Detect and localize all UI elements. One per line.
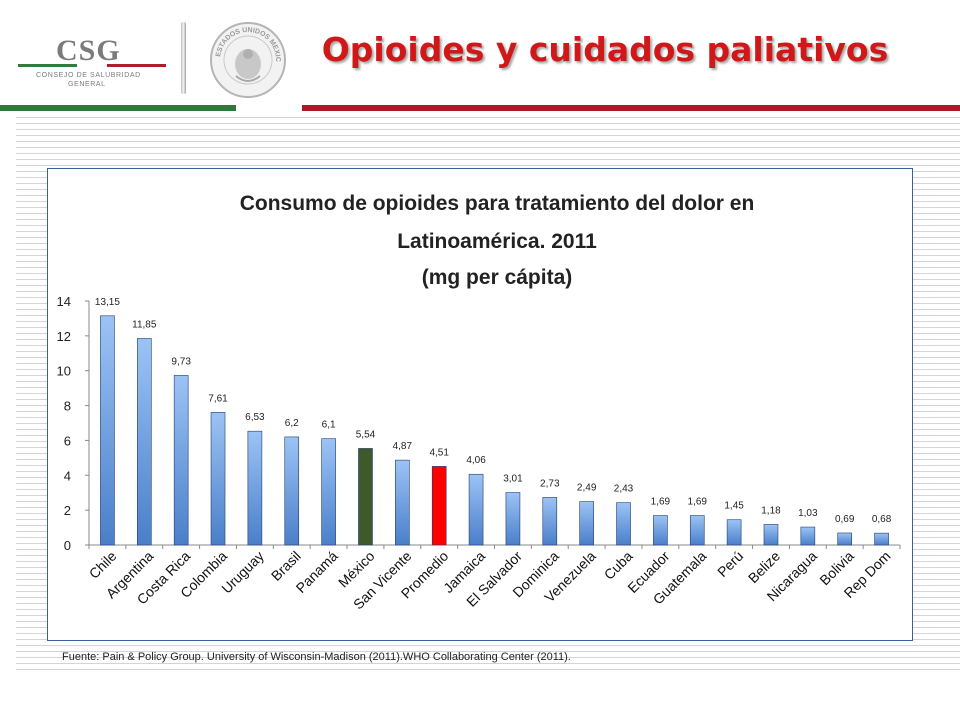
bar: [763, 524, 779, 546]
bar: [800, 526, 816, 546]
bar: [173, 375, 189, 546]
x-category-label: Panamá: [293, 548, 341, 596]
data-label: 4,06: [466, 455, 486, 466]
data-label: 13,15: [95, 297, 120, 308]
bar: [505, 492, 521, 546]
data-label: 6,2: [285, 418, 299, 429]
bar: [579, 501, 594, 546]
data-label: 9,73: [171, 356, 191, 367]
chart-title-line-3: (mg per cápita): [422, 266, 573, 289]
csg-logo-line: [18, 64, 166, 67]
y-tick-label: 12: [57, 329, 71, 344]
bar: [210, 412, 226, 546]
data-label: 7,61: [208, 393, 228, 404]
chart-title-line-2: Latinoamérica. 2011: [397, 230, 597, 253]
data-label: 4,87: [393, 441, 413, 452]
bar: [395, 459, 410, 546]
bar: [689, 515, 705, 546]
y-tick-label: 6: [64, 433, 71, 448]
data-label: 1,18: [761, 505, 781, 516]
header-band-green: [0, 105, 236, 111]
bar: [837, 532, 853, 546]
bar: [284, 436, 300, 546]
data-label: 2,49: [577, 483, 597, 494]
data-label: 6,53: [245, 412, 265, 423]
data-label: 0,69: [835, 514, 855, 525]
header-divider: [181, 22, 186, 94]
x-category-label: Chile: [86, 548, 120, 582]
y-tick-label: 0: [64, 538, 71, 553]
data-label: 1,69: [651, 497, 671, 508]
bar: [358, 448, 373, 546]
data-label: 1,03: [798, 508, 818, 519]
data-label: 3,01: [503, 474, 523, 485]
data-label: 6,1: [322, 420, 336, 431]
bar: [726, 519, 742, 546]
bar: [136, 338, 152, 546]
x-category-label: Perú: [714, 548, 746, 580]
data-label: 0,68: [872, 514, 892, 525]
data-label: 1,69: [688, 497, 708, 508]
data-label: 11,85: [132, 319, 157, 330]
csg-logo-subtitle-2: GENERAL: [68, 81, 106, 88]
bar: [468, 473, 484, 546]
data-label: 1,45: [724, 501, 744, 512]
y-tick-label: 8: [64, 399, 71, 414]
data-label: 2,73: [540, 478, 560, 489]
bar: [321, 438, 336, 546]
national-seal-icon: ESTADOS UNIDOS MEXICANOS: [208, 20, 286, 98]
y-tick-label: 14: [57, 294, 71, 309]
bar: [431, 466, 447, 546]
source-footnote: Fuente: Pain & Policy Group. University …: [62, 651, 571, 663]
chart-title-line-1: Consumo de opioides para tratamiento del…: [240, 192, 755, 215]
data-label: 5,54: [356, 429, 376, 440]
bar: [247, 430, 263, 546]
csg-logo-text: CSG: [56, 34, 121, 67]
bar: [616, 502, 631, 546]
data-label: 2,43: [614, 484, 634, 495]
y-tick-label: 2: [64, 503, 71, 518]
chart-frame: [47, 168, 913, 641]
data-label: 4,51: [429, 447, 449, 458]
bar: [542, 497, 558, 546]
header-band-red: [302, 105, 960, 111]
page-title: Opioides y cuidados paliativos: [321, 30, 889, 69]
y-tick-label: 10: [57, 364, 71, 379]
csg-logo: CSG CONSEJO DE SALUBRIDAD GENERAL: [14, 30, 166, 100]
bar: [100, 315, 115, 546]
bar: [874, 532, 889, 546]
y-tick-label: 4: [64, 468, 71, 483]
csg-logo-subtitle: CONSEJO DE SALUBRIDAD: [36, 72, 141, 79]
bar: [653, 515, 668, 546]
